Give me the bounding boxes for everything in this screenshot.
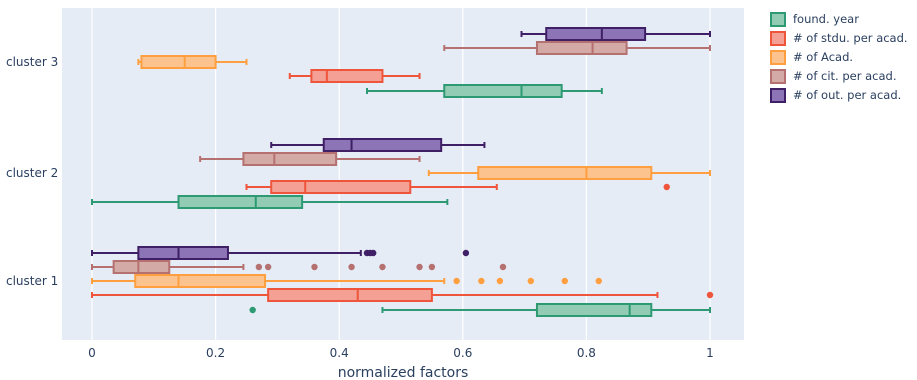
x-axis-title: normalized factors (338, 365, 469, 380)
iqr-box (443, 84, 563, 98)
box-layer (91, 27, 714, 317)
x-tick-label: 0.8 (577, 346, 596, 360)
iqr-box (477, 166, 653, 180)
outlier-point (706, 291, 714, 299)
outlier-point (311, 263, 318, 271)
box-trace (91, 288, 714, 302)
outlier-point (428, 263, 436, 271)
outlier-point (462, 249, 470, 257)
box-trace (91, 260, 507, 274)
iqr-box (267, 288, 433, 302)
category-label-layer: cluster 1 cluster 2 cluster 3 (6, 55, 58, 288)
box-trace (249, 303, 711, 317)
outlier-point (249, 306, 256, 314)
legend: found. year # of stdu. per acad. # of Acad… (770, 12, 908, 103)
box-trace (137, 55, 248, 69)
x-tick-label: 0.2 (206, 346, 225, 360)
legend-label: # of stdu. per acad. (793, 31, 908, 45)
x-tick-label: 0.4 (330, 346, 349, 360)
box-trace (91, 246, 470, 260)
outlier-point (595, 277, 602, 285)
outlier-point (255, 263, 263, 271)
iqr-box (112, 260, 171, 274)
legend-label: found. year (793, 12, 859, 26)
iqr-box (310, 69, 384, 83)
tick-label-layer: 0 0.2 0.4 0.6 0.8 1 (88, 346, 714, 360)
legend-swatch (770, 12, 786, 27)
outlier-point (561, 277, 568, 285)
legend-swatch (770, 88, 786, 103)
box-trace (270, 138, 486, 152)
box-trace (520, 27, 711, 41)
x-tick-label: 0 (88, 346, 96, 360)
legend-swatch (770, 69, 786, 84)
outlier-point (663, 183, 670, 191)
iqr-box (140, 55, 217, 69)
box-trace (427, 166, 711, 180)
outlier-point (369, 249, 377, 257)
iqr-box (535, 303, 653, 317)
box-trace (91, 274, 602, 288)
x-tick-label: 0.6 (453, 346, 472, 360)
outlier-point (453, 277, 460, 285)
outlier-point (496, 277, 504, 285)
outlier-point (527, 277, 534, 285)
iqr-box (270, 180, 412, 194)
outlier-point (264, 263, 272, 271)
iqr-box (535, 41, 628, 55)
legend-label: # of cit. per acad. (793, 69, 897, 83)
iqr-box (134, 274, 267, 288)
outlier-point (348, 263, 355, 271)
box-trace (91, 195, 449, 209)
y-category-label: cluster 1 (6, 274, 58, 288)
iqr-box (545, 27, 647, 41)
box-trace (366, 84, 603, 98)
box-trace (443, 41, 711, 55)
y-category-label: cluster 3 (6, 55, 58, 69)
iqr-box (322, 138, 443, 152)
iqr-box (177, 195, 304, 209)
legend-label: # of Acad. (793, 50, 853, 64)
x-tick-label: 1 (706, 346, 714, 360)
legend-label: # of out. per acad. (793, 88, 901, 102)
outlier-point (379, 263, 386, 271)
outlier-point (416, 263, 423, 271)
outlier-point (478, 277, 485, 285)
box-trace (288, 69, 421, 83)
box-trace (245, 180, 670, 194)
legend-swatch (770, 31, 786, 46)
box-trace (199, 152, 421, 166)
iqr-box (137, 246, 229, 260)
legend-swatch (770, 50, 786, 65)
outlier-point (499, 263, 507, 271)
y-category-label: cluster 2 (6, 166, 58, 180)
iqr-box (242, 152, 338, 166)
